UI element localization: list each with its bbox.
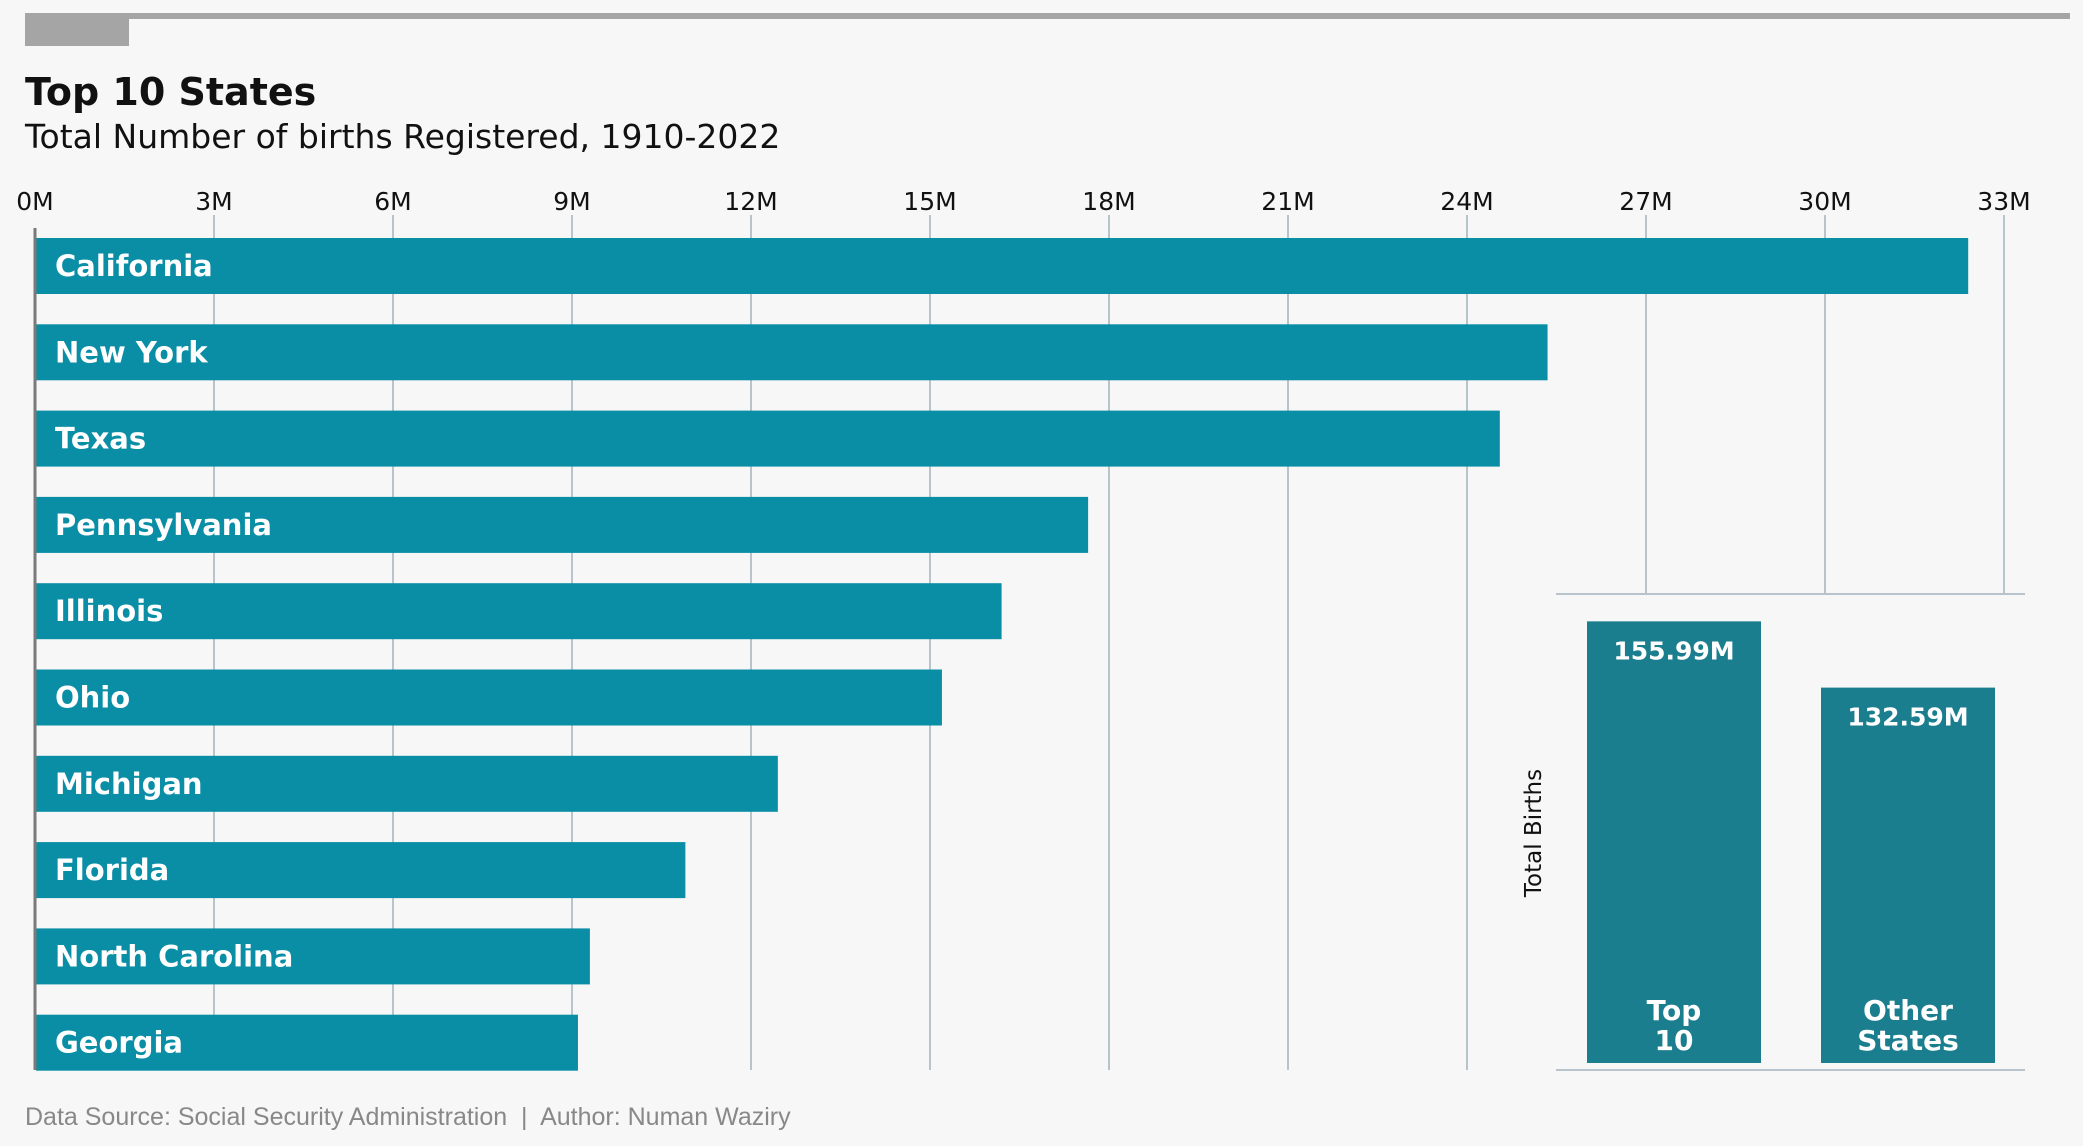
- bar: [36, 1014, 578, 1071]
- bar-category-label: Illinois: [55, 594, 163, 628]
- inset-category-label: States: [1857, 1024, 1959, 1057]
- chart-title: Top 10 States: [25, 70, 316, 114]
- bar: [36, 842, 686, 899]
- inset-category-label: 10: [1655, 1024, 1694, 1057]
- x-tick-label: 21M: [1261, 187, 1314, 216]
- bar-category-label: Georgia: [55, 1026, 183, 1060]
- bar-category-label: North Carolina: [55, 939, 293, 973]
- top-rule: [25, 13, 2070, 19]
- x-axis-ticks: 0M 3M 6M 9M 12M 15M 18M 21M 24M 27M 30M 33M: [16, 187, 2030, 216]
- bar: [36, 496, 1089, 553]
- inset-bar: [1587, 621, 1761, 1063]
- inset-y-axis-label: Total Births: [1521, 769, 1547, 898]
- footer-source: Data Source: Social Security Administrat…: [25, 1103, 791, 1131]
- inset-value-label: 132.59M: [1847, 703, 1968, 732]
- x-tick-label: 12M: [724, 187, 777, 216]
- inset-category-label: Top: [1647, 994, 1702, 1027]
- bar: [36, 238, 1969, 294]
- x-tick-label: 27M: [1619, 187, 1672, 216]
- inset-bar: [1821, 687, 1995, 1063]
- chart-subtitle: Total Number of births Registered, 1910-…: [24, 117, 780, 156]
- bar-category-label: Florida: [55, 853, 169, 887]
- bar-category-label: California: [55, 249, 213, 283]
- bar: [36, 324, 1548, 381]
- inset-category-label: Other: [1863, 994, 1953, 1027]
- x-tick-label: 15M: [903, 187, 956, 216]
- bar-category-label: Ohio: [55, 681, 130, 715]
- bar: [36, 755, 778, 812]
- x-tick-label: 24M: [1440, 187, 1493, 216]
- bar-category-label: Pennsylvania: [55, 508, 272, 542]
- bar-category-label: Michigan: [55, 767, 203, 801]
- top-rule-tab: [25, 19, 129, 46]
- x-tick-label: 3M: [195, 187, 232, 216]
- bar-category-label: Texas: [55, 422, 146, 456]
- bar: [36, 583, 1002, 640]
- x-tick-label: 6M: [374, 187, 411, 216]
- bar-category-label: New York: [55, 335, 208, 369]
- bar: [36, 928, 590, 985]
- x-tick-label: 9M: [553, 187, 590, 216]
- x-tick-label: 0M: [16, 187, 53, 216]
- inset-value-label: 155.99M: [1613, 636, 1734, 665]
- bar: [36, 410, 1500, 467]
- x-tick-label: 18M: [1082, 187, 1135, 216]
- bar: [36, 669, 942, 726]
- x-tick-label: 33M: [1977, 187, 2030, 216]
- x-tick-label: 30M: [1798, 187, 1851, 216]
- main-bars: California New York Texas Pennsylvania Illin…: [36, 238, 1969, 1071]
